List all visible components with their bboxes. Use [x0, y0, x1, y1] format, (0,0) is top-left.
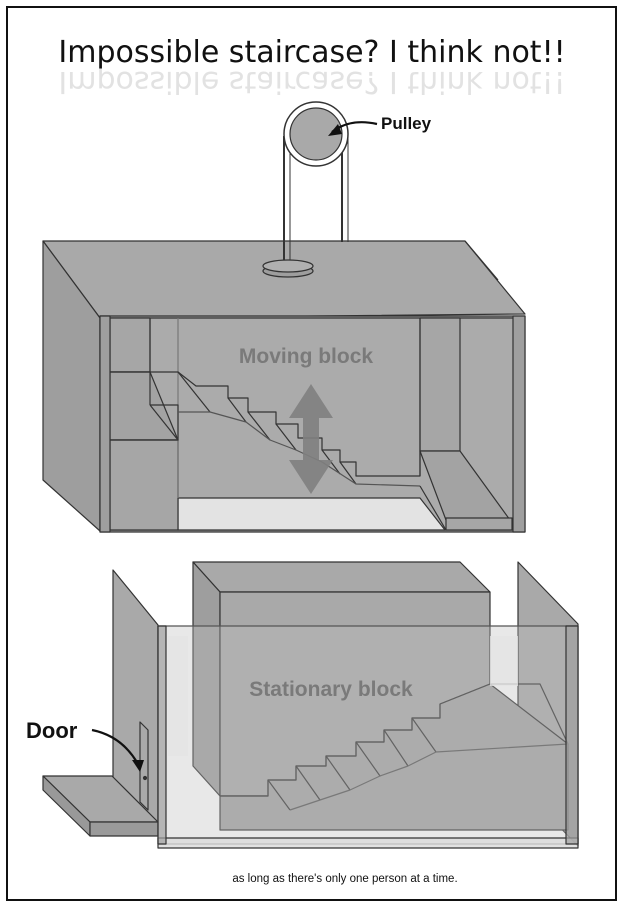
moving-front-left-frame: [99, 315, 111, 533]
door-label: Door: [26, 718, 78, 743]
door-floor-front: [89, 821, 159, 837]
stationary-stairs-top: [220, 683, 569, 797]
door-pointer-head: [132, 760, 144, 772]
moving-block-right-step: [445, 517, 513, 531]
moving-block-left-pillar: [109, 317, 151, 373]
pulley-assembly: [262, 101, 349, 278]
st-stair-side-2: [295, 765, 321, 801]
stationary-block-label: Stationary block: [249, 678, 413, 701]
glass-highlight-right: [490, 636, 518, 686]
stair-side-4: [275, 423, 297, 451]
moving-stairs-underside: [178, 411, 421, 487]
moving-stairs-left: [110, 404, 179, 441]
glass-bottom-edge: [157, 837, 579, 849]
arrow-down-head: [289, 446, 333, 494]
stair-side-3: [247, 411, 271, 441]
st-stair-side-6: [411, 717, 437, 753]
right-landing-edge: [419, 485, 447, 531]
caption: as long as there's only one person at a …: [232, 873, 457, 885]
moving-block-floor: [177, 497, 446, 531]
st-stair-side-3: [325, 755, 351, 791]
moving-block-right-pillar: [419, 317, 461, 452]
glass-highlight-left: [168, 636, 188, 756]
arrow-shaft: [303, 430, 319, 448]
door-knob: [142, 775, 148, 781]
moving-stairs-top: [150, 371, 456, 477]
moving-front-right-frame: [512, 315, 526, 533]
glass-right-frame: [565, 625, 579, 845]
pulley-callout: Pulley: [328, 114, 432, 136]
pulley-anchor-top: [262, 259, 314, 273]
page-title: Impossible staircase? I think not!!: [58, 35, 565, 70]
title-reflection: Impossible staircase? I think not!!: [58, 64, 565, 99]
door-pointer-arrow: [91, 728, 139, 765]
stair-side-6: [339, 461, 357, 485]
glass-left-frame: [157, 625, 167, 845]
stationary-stairs-front: [289, 743, 569, 811]
central-block-top: [192, 561, 491, 593]
pulley-label: Pulley: [381, 114, 432, 133]
arrow-up-head: [289, 384, 333, 432]
top-edge-detail: [464, 240, 499, 281]
moving-block-label: Moving block: [239, 345, 373, 368]
pulley-pointer-head: [328, 124, 342, 136]
moving-block: [42, 240, 526, 533]
door[interactable]: [139, 721, 149, 811]
door-callout: Door: [26, 718, 144, 772]
title-group: Impossible staircase? I think not!! Impo…: [58, 35, 565, 99]
st-stair-side-5: [383, 729, 409, 767]
ledge-diagonal: [149, 404, 179, 441]
st-stair-side-1: [267, 779, 291, 811]
stair-side-2: [227, 397, 247, 423]
stationary-block: [42, 561, 579, 849]
up-down-arrow: [289, 384, 333, 494]
stair-side-1: [177, 371, 211, 413]
st-stair-side-4: [355, 741, 381, 777]
moving-block-left-base: [109, 439, 179, 531]
